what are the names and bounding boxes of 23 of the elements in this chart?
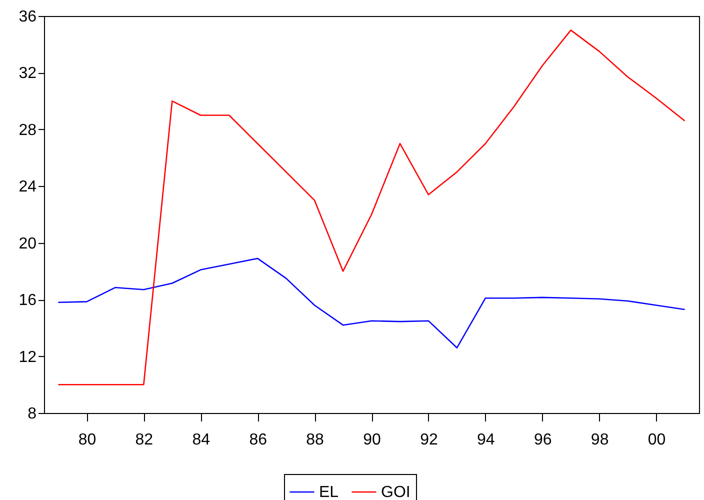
x-tick-label: 86	[249, 432, 268, 448]
x-tick-label: 98	[590, 432, 609, 448]
y-tick-label: 24	[18, 178, 37, 196]
x-tick-label: 80	[78, 432, 96, 448]
y-tick-label: 20	[18, 235, 37, 252]
y-tick-label: 16	[18, 292, 37, 310]
y-tick-label: 12	[18, 348, 37, 366]
x-tick-label: 96	[534, 432, 552, 448]
x-tick-label: 90	[363, 432, 381, 448]
x-tick-label: 82	[135, 432, 154, 448]
y-tick-label: 36	[18, 8, 37, 26]
line-series	[58, 30, 686, 386]
legend-label: GOI	[381, 484, 410, 500]
y-tick-label: 8	[28, 406, 37, 422]
y-tick-label: 28	[18, 122, 37, 139]
x-tick-label: 94	[477, 432, 495, 448]
x-tick-label: 84	[192, 432, 210, 448]
x-tick-label: 00	[648, 432, 666, 448]
line-series	[58, 258, 686, 348]
x-tick-label: 88	[306, 432, 324, 448]
legend-label: EL	[319, 484, 339, 500]
y-tick-label: 32	[18, 65, 37, 82]
x-tick-label: 92	[420, 432, 438, 448]
